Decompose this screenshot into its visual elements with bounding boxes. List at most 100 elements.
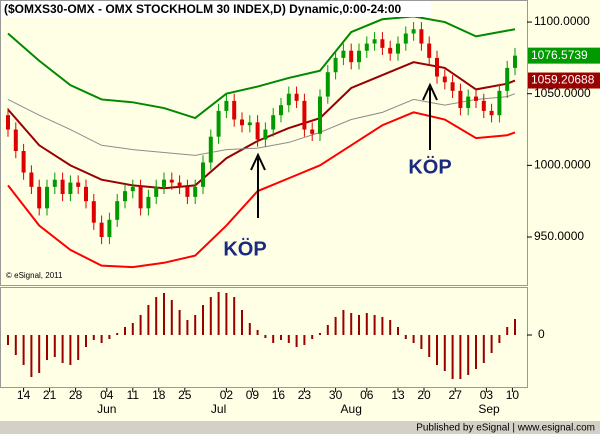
candle-body bbox=[177, 182, 182, 187]
oscillator-bar bbox=[116, 333, 119, 335]
oscillator-bar bbox=[280, 335, 282, 340]
x-tick-label: 09 bbox=[246, 388, 260, 402]
candle-body bbox=[13, 129, 18, 152]
chart-title: ($OMXS30-OMX - OMX STOCKHOLM 30 INDEX,D)… bbox=[4, 2, 402, 16]
candle-body bbox=[279, 105, 283, 116]
candle-body bbox=[255, 122, 260, 140]
candle-body bbox=[505, 67, 510, 91]
candle-body bbox=[450, 82, 455, 91]
oscillator-bar bbox=[155, 297, 158, 335]
candle-body bbox=[162, 179, 166, 187]
x-tick-label: 27 bbox=[449, 388, 463, 402]
y-tick-label: 1050.0000 bbox=[534, 86, 591, 100]
y-tick-label: 950.0000 bbox=[534, 229, 584, 243]
arrow bbox=[250, 82, 438, 218]
x-tick-label: 18 bbox=[152, 388, 166, 402]
last-price-box bbox=[528, 47, 600, 64]
candle-body bbox=[21, 151, 26, 173]
oscillator-bar bbox=[319, 333, 321, 335]
oscillator-bar bbox=[147, 305, 150, 335]
x-tick-label: 02 bbox=[220, 388, 234, 402]
candle-body bbox=[474, 96, 478, 101]
candle-body bbox=[52, 179, 57, 187]
candle-body bbox=[68, 182, 73, 195]
band-line bbox=[7, 15, 516, 120]
band-value-label: 1059.20688 bbox=[531, 73, 595, 87]
oscillator-bar bbox=[334, 317, 337, 335]
candle-body bbox=[310, 129, 315, 134]
candle-body bbox=[232, 100, 237, 120]
oscillator-bar bbox=[311, 335, 314, 339]
candle-body bbox=[388, 47, 393, 54]
arrow-head bbox=[422, 82, 438, 101]
oscillator-bar bbox=[365, 313, 368, 335]
x-tick-label: 28 bbox=[69, 388, 83, 402]
oscillator-bar bbox=[506, 327, 509, 335]
candle-body bbox=[435, 57, 439, 77]
x-tick-label: 21 bbox=[43, 388, 57, 402]
candle-body bbox=[302, 100, 307, 130]
oscillator-bar bbox=[100, 335, 103, 343]
x-tick-label: 10 bbox=[506, 388, 520, 402]
footer-bar bbox=[0, 421, 600, 434]
candle-body bbox=[247, 122, 252, 126]
oscillator-bar bbox=[46, 335, 48, 360]
oscillator-bar bbox=[490, 335, 493, 353]
candle-body bbox=[123, 191, 127, 202]
oscillator-bar bbox=[178, 310, 181, 335]
x-tick-label: 04 bbox=[100, 388, 114, 402]
oscillator-bar bbox=[194, 315, 197, 335]
candle-body bbox=[201, 162, 205, 187]
candle-body bbox=[349, 50, 354, 63]
band-line bbox=[7, 111, 516, 269]
plot-layer bbox=[6, 15, 600, 392]
oscillator-bar bbox=[124, 327, 126, 335]
candle-body bbox=[263, 129, 268, 140]
candle-body bbox=[138, 186, 143, 209]
candle-body bbox=[325, 72, 330, 97]
x-tick-label: 30 bbox=[329, 388, 343, 402]
oscillator-bar bbox=[342, 310, 345, 335]
month-label: Sep bbox=[478, 402, 500, 416]
arrow-head bbox=[250, 152, 266, 171]
candle-body bbox=[497, 90, 502, 116]
candle-body bbox=[154, 186, 159, 197]
month-label: Jul bbox=[211, 402, 226, 416]
candle-body bbox=[240, 119, 244, 126]
candle-body bbox=[146, 196, 151, 209]
oscillator-bar bbox=[412, 335, 415, 343]
candle-body bbox=[99, 222, 104, 237]
candle-body bbox=[208, 136, 213, 163]
oscillator-bar bbox=[77, 335, 80, 360]
x-tick-label: 23 bbox=[298, 388, 312, 402]
oscillator-bar bbox=[475, 335, 477, 369]
candle-body bbox=[489, 110, 494, 116]
oscillator-bar bbox=[170, 300, 173, 335]
oscillator-bar bbox=[287, 335, 290, 343]
candle-body bbox=[84, 186, 88, 202]
footer: Published by eSignal | www.esignal.com bbox=[416, 423, 595, 434]
candle-body bbox=[333, 57, 338, 73]
oscillator-bar bbox=[514, 319, 516, 335]
candle-body bbox=[442, 76, 447, 83]
candle-body bbox=[396, 43, 400, 54]
candle-body bbox=[37, 186, 42, 209]
candle-body bbox=[419, 29, 424, 44]
candle-body bbox=[318, 96, 322, 134]
oscillator-bar bbox=[14, 335, 17, 355]
oscillator-bar bbox=[225, 293, 228, 335]
candle-body bbox=[380, 39, 385, 48]
candle-body bbox=[341, 50, 346, 58]
oscillator-bar bbox=[131, 323, 134, 335]
candle-body bbox=[6, 115, 10, 130]
candle-body bbox=[45, 186, 49, 209]
oscillator-bar bbox=[217, 292, 220, 335]
annotation: KÖP bbox=[223, 237, 266, 260]
title-bg bbox=[1, 1, 431, 17]
oscillator-bar bbox=[381, 317, 384, 335]
candle-body bbox=[76, 182, 81, 187]
candle-body bbox=[193, 186, 198, 197]
oscillator-bar bbox=[451, 335, 454, 379]
oscillator-bar bbox=[248, 323, 251, 335]
oscillator-bar bbox=[264, 335, 267, 338]
